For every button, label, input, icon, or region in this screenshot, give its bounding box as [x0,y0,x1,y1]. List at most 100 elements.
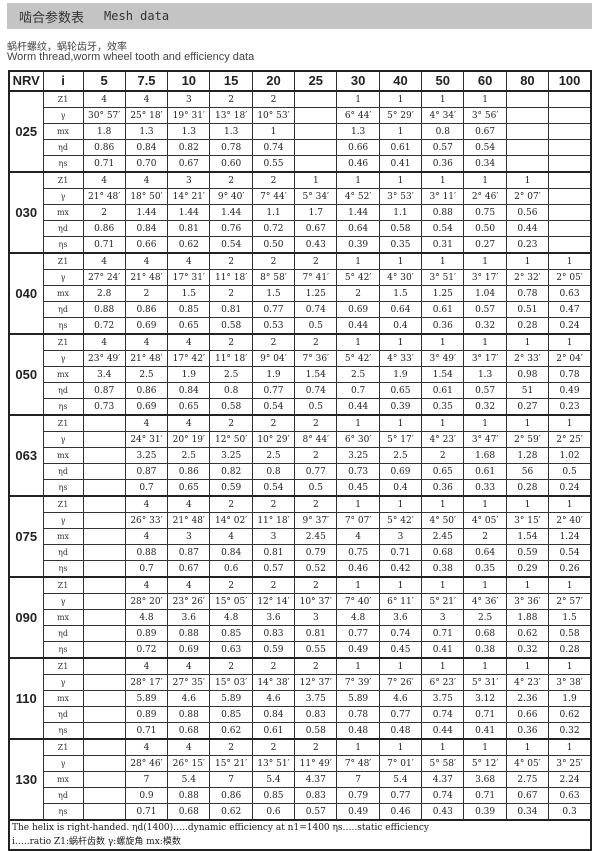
value-cell [548,155,592,173]
value-cell: 7° 07′ [336,512,380,529]
value-cell: 2.24 [548,771,592,788]
value-cell: 7° 01′ [378,755,423,772]
value-cell: 0.67 [505,787,550,804]
value-cell: 1.44 [336,204,380,221]
value-cell: 3 [294,609,338,626]
value-cell: 0.8 [421,123,465,140]
value-cell: 2° 04′ [548,350,592,367]
value-cell: 0.71 [82,155,126,173]
row-label: Z1 [42,90,84,108]
value-cell: 7° 26′ [378,674,423,691]
value-cell: 3° 25′ [548,755,592,772]
value-cell: 4 [124,495,169,513]
value-cell: 0.88 [167,787,211,804]
value-cell: 0.38 [421,560,465,578]
row-label: mx [42,447,84,464]
value-cell: 0.62 [209,722,253,740]
value-cell: 0.71 [463,787,507,804]
value-cell: 0.57 [463,382,507,399]
value-cell: 26° 33′ [124,512,169,529]
value-cell: 0.77 [251,301,296,318]
value-cell: 2 [294,495,338,513]
value-cell: 4 [124,252,169,270]
table-row: 090 Z1 4 4 2 2 2 1 1 1 1 1 1 [8,576,592,659]
value-cell: 4° 34′ [421,107,465,124]
value-cell: 0.54 [548,544,592,561]
value-cell: 0.84 [167,382,211,399]
value-cell: 0.26 [548,560,592,578]
value-cell: 0.77 [378,787,423,804]
value-cell: 1.54 [421,366,465,383]
value-cell: 10° 29′ [251,431,296,448]
value-cell: 0.55 [251,155,296,173]
value-cell: 0.47 [548,301,592,318]
value-cell: 4 [167,252,211,270]
value-cell: 0.3 [548,803,592,821]
value-cell: 0.5 [548,463,592,480]
value-cell: 5° 31′ [463,674,507,691]
value-cell [82,755,126,772]
value-cell: 0.83 [294,706,338,723]
value-cell: 4 [82,90,126,108]
value-cell: 0.49 [548,382,592,399]
value-cell: 0.81 [167,220,211,237]
value-cell: 0.57 [463,301,507,318]
value-cell: 8° 58′ [251,269,296,286]
value-cell: 3.25 [124,447,169,464]
value-cell: 0.32 [463,317,507,335]
value-cell: 0.67 [294,220,338,237]
value-cell: 4 [167,738,211,756]
value-cell: 2 [463,528,507,545]
value-cell [82,690,126,707]
value-cell: 0.69 [167,641,211,659]
value-cell: 0.67 [167,155,211,173]
value-cell: 1 [548,414,592,432]
value-cell: 1 [336,576,380,594]
value-cell: 3.6 [378,609,423,626]
value-cell: 0.34 [505,803,550,821]
value-cell [82,609,126,626]
value-cell: 4 [124,738,169,756]
value-cell: 5.89 [124,690,169,707]
value-cell: 0.65 [167,317,211,335]
value-cell: 0.85 [251,787,296,804]
footer-row: i…..ratio Z1:蜗杆齿数 γ:螺旋角 mx:模数 [9,835,591,850]
header-cell: 50 [421,70,465,92]
value-cell: 0.84 [124,220,169,237]
row-label: ηd [42,787,84,804]
table-row: ηd 0.86 0.84 0.81 0.76 0.72 0.67 0.64 0.58 0.54 0.… [9,220,592,237]
value-cell: 4° 23′ [421,431,465,448]
value-cell: 28° 46′ [124,755,169,772]
value-cell: 7° 40′ [336,593,380,610]
value-cell: 0.59 [251,641,296,659]
value-cell: 2 [294,738,338,756]
value-cell: 4 [124,576,169,594]
value-cell: 4 [124,333,169,351]
value-cell: 2.36 [505,690,550,707]
value-cell: 0.74 [251,139,296,156]
row-label: γ [42,269,84,286]
table-row: ηs 0.71 0.68 0.62 0.6 0.57 0.49 0.46 0.43 0.39 0.3… [9,803,592,821]
value-cell [505,107,550,124]
value-cell: 0.35 [421,398,465,416]
value-cell: 1.3 [167,123,211,140]
value-cell: 4 [209,528,253,545]
value-cell: 0.85 [167,301,211,318]
table-row: 130 Z1 4 4 2 2 2 1 1 1 1 1 1 [8,738,592,821]
value-cell: 0.24 [548,317,592,335]
value-cell: 0.88 [167,625,211,642]
value-cell: 24° 31′ [124,431,169,448]
value-cell: 12° 50′ [209,431,253,448]
value-cell: 1 [548,738,592,756]
value-cell: 0.36 [505,722,550,740]
value-cell: 27° 24′ [82,269,126,286]
value-cell: 3° 47′ [463,431,507,448]
value-cell: 1 [378,123,423,140]
value-cell: 2 [209,171,253,189]
value-cell: 0.9 [124,787,169,804]
value-cell: 1.9 [378,366,423,383]
value-cell [82,463,126,480]
value-cell: 0.32 [463,398,507,416]
value-cell: 0.68 [463,625,507,642]
value-cell: 9° 37′ [294,512,338,529]
